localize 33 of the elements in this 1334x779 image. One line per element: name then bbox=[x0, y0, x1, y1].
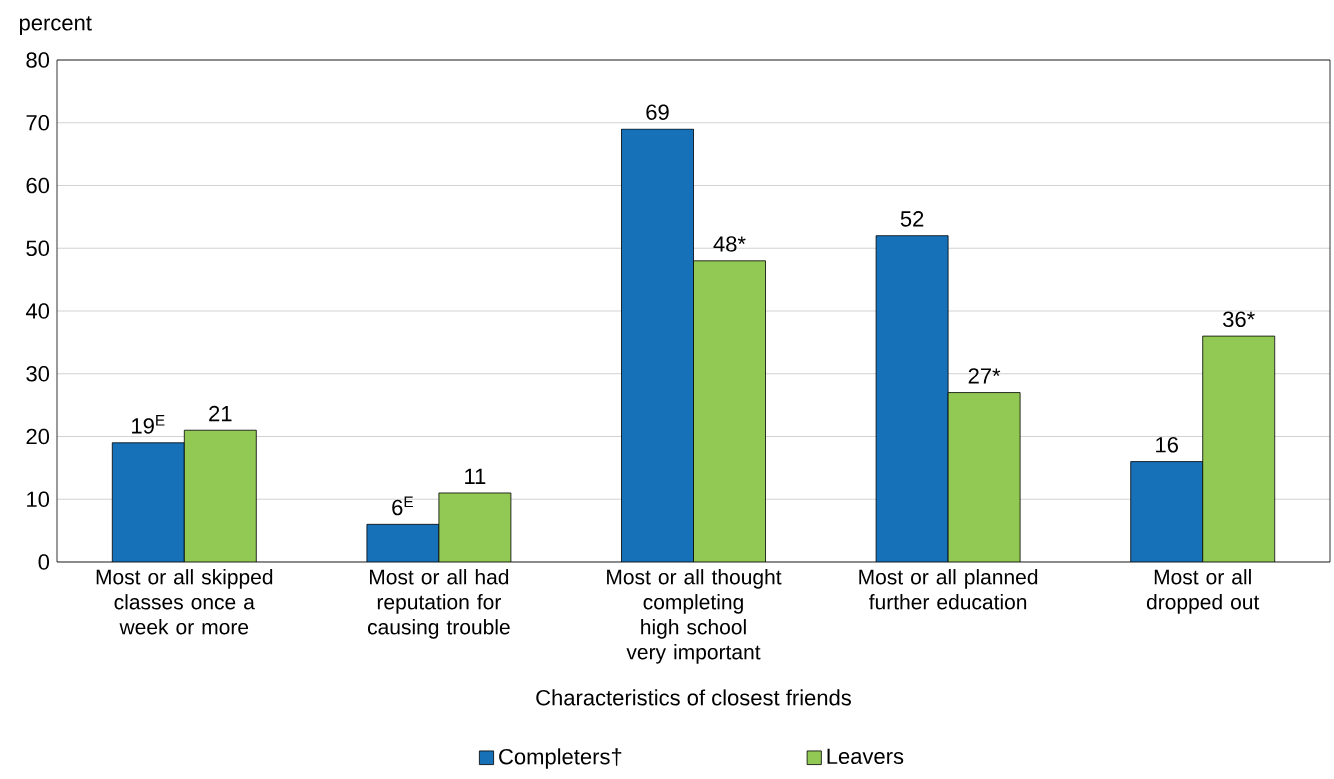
y-tick-label: 0 bbox=[38, 554, 50, 570]
data-label: 16 bbox=[1156, 436, 1178, 453]
bar bbox=[438, 492, 512, 562]
bar bbox=[183, 429, 257, 562]
x-tick-label: Most or all skipped classes once a week or more bbox=[96, 569, 273, 635]
data-label: 52 bbox=[900, 211, 924, 227]
data-label: 6$^{E}$ bbox=[392, 496, 413, 516]
data-label: 69 bbox=[646, 104, 669, 120]
legend-label: Leavers bbox=[827, 748, 904, 765]
y-axis-title: percent bbox=[19, 16, 92, 35]
data-label: 27* bbox=[968, 368, 1001, 384]
x-tick-label: Most or all dropped out bbox=[1146, 569, 1260, 614]
x-tick-label: Most or all thought completing high school very important bbox=[607, 569, 782, 664]
y-tick-label: 60 bbox=[26, 177, 50, 194]
bar bbox=[947, 392, 1021, 562]
y-tick-label: 20 bbox=[26, 428, 50, 445]
y-tick-label: 10 bbox=[27, 491, 50, 508]
y-tick-label: 80 bbox=[26, 52, 50, 68]
data-label: 11 bbox=[465, 468, 486, 484]
data-label: 21 bbox=[209, 405, 232, 422]
data-label: 48* bbox=[713, 236, 746, 252]
y-tick-label: 40 bbox=[25, 303, 50, 319]
x-axis-title: Characteristics of closest friends bbox=[536, 689, 851, 706]
y-tick-label: 30 bbox=[26, 365, 50, 382]
x-tick-label: Most or all planned further education bbox=[859, 569, 1038, 610]
legend-label: Completers† bbox=[499, 748, 622, 769]
data-label: 19$^{E}$ bbox=[132, 414, 165, 434]
x-tick-label: Most or all had reputation for causing trouble bbox=[367, 569, 510, 639]
y-tick-label: 70 bbox=[26, 114, 50, 131]
bar bbox=[693, 260, 766, 562]
bar bbox=[1202, 335, 1276, 562]
data-label: 36* bbox=[1223, 311, 1255, 328]
y-tick-label: 50 bbox=[26, 240, 50, 257]
